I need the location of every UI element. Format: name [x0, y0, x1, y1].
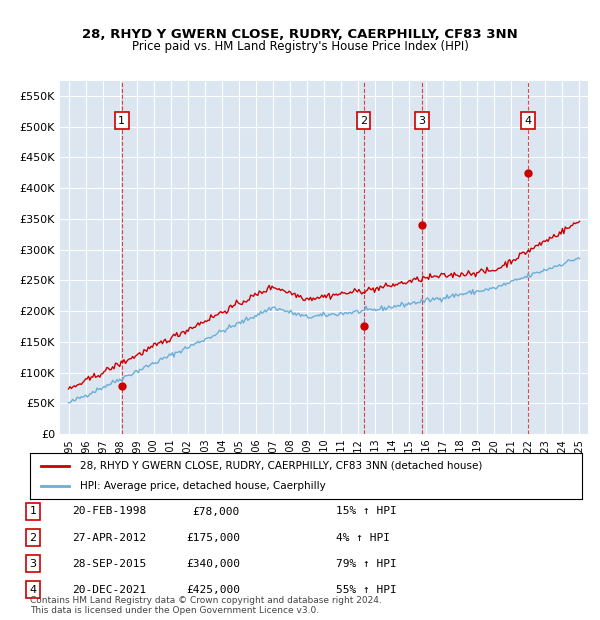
Text: 28, RHYD Y GWERN CLOSE, RUDRY, CAERPHILLY, CF83 3NN (detached house): 28, RHYD Y GWERN CLOSE, RUDRY, CAERPHILL…	[80, 461, 482, 471]
Text: 20-DEC-2021: 20-DEC-2021	[72, 585, 146, 595]
Text: 1: 1	[118, 115, 125, 125]
Text: 4: 4	[524, 115, 532, 125]
Text: HPI: Average price, detached house, Caerphilly: HPI: Average price, detached house, Caer…	[80, 481, 325, 491]
Text: 15% ↑ HPI: 15% ↑ HPI	[336, 507, 397, 516]
Text: 4: 4	[29, 585, 37, 595]
Text: 28, RHYD Y GWERN CLOSE, RUDRY, CAERPHILLY, CF83 3NN: 28, RHYD Y GWERN CLOSE, RUDRY, CAERPHILL…	[82, 28, 518, 41]
Text: Price paid vs. HM Land Registry's House Price Index (HPI): Price paid vs. HM Land Registry's House …	[131, 40, 469, 53]
Text: 27-APR-2012: 27-APR-2012	[72, 533, 146, 542]
Text: £425,000: £425,000	[186, 585, 240, 595]
Text: 28-SEP-2015: 28-SEP-2015	[72, 559, 146, 569]
Text: 1: 1	[29, 507, 37, 516]
Text: 4% ↑ HPI: 4% ↑ HPI	[336, 533, 390, 542]
Text: £340,000: £340,000	[186, 559, 240, 569]
Text: £78,000: £78,000	[193, 507, 240, 516]
Text: £175,000: £175,000	[186, 533, 240, 542]
Text: 3: 3	[418, 115, 425, 125]
Text: Contains HM Land Registry data © Crown copyright and database right 2024.
This d: Contains HM Land Registry data © Crown c…	[30, 596, 382, 615]
Text: 55% ↑ HPI: 55% ↑ HPI	[336, 585, 397, 595]
Text: 2: 2	[360, 115, 367, 125]
Text: 79% ↑ HPI: 79% ↑ HPI	[336, 559, 397, 569]
Text: 20-FEB-1998: 20-FEB-1998	[72, 507, 146, 516]
Text: 3: 3	[29, 559, 37, 569]
Text: 2: 2	[29, 533, 37, 542]
